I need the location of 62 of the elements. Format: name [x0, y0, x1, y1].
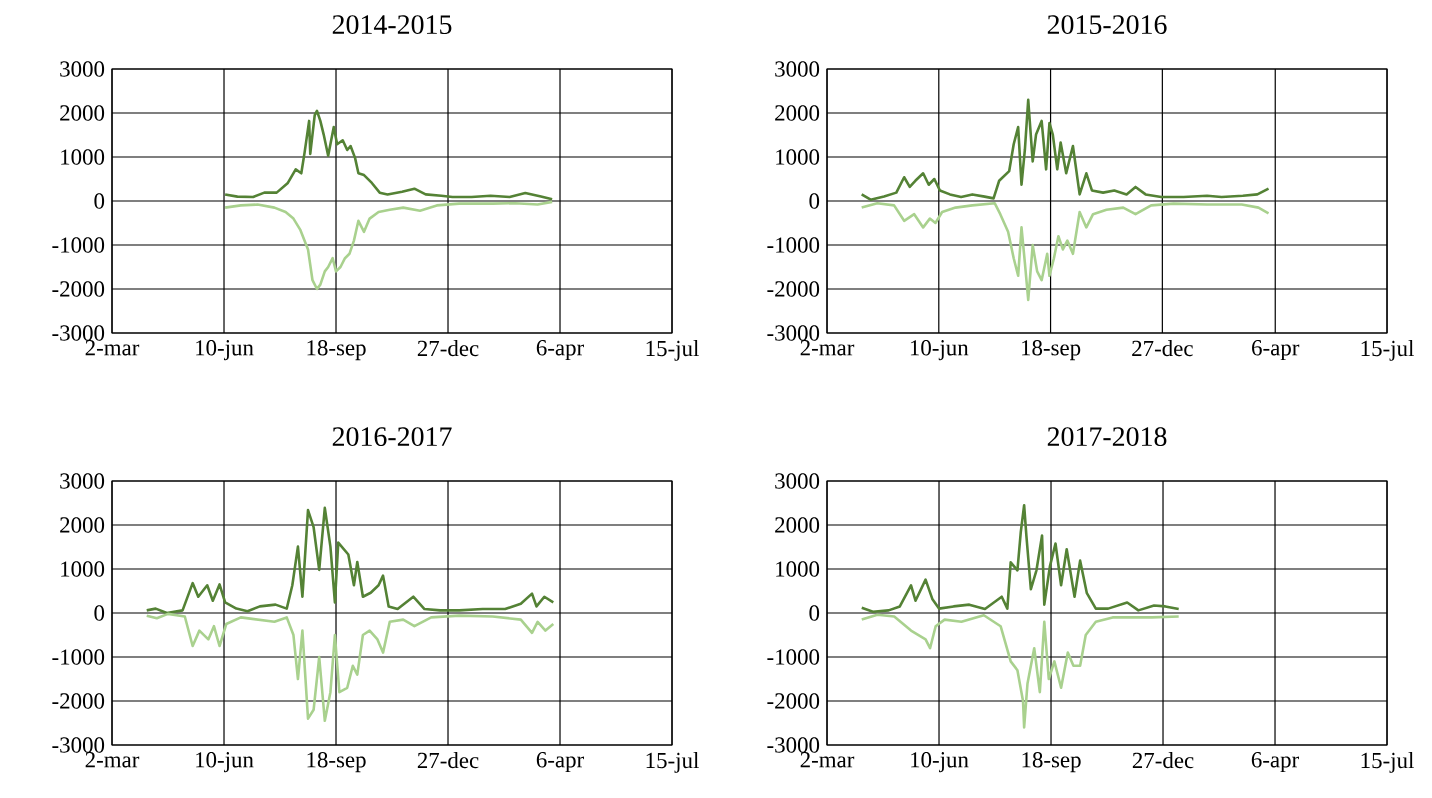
y-tick-label: -1000 [767, 649, 820, 665]
y-tick-label: 0 [809, 193, 820, 209]
x-tick-label: 18-sep [307, 752, 366, 773]
y-tick-label: 3000 [60, 473, 105, 489]
y-tick-label: 0 [809, 605, 820, 621]
y-tick-label: 1000 [61, 561, 105, 577]
x-tick-label: 2-mar [800, 752, 855, 768]
y-tick-label: -3000 [52, 737, 105, 753]
x-tick-label: 2-mar [800, 340, 855, 356]
y-tick-label: 2000 [60, 105, 105, 121]
x-tick-label: 2-mar [85, 752, 140, 768]
y-tick-label: 1000 [61, 149, 105, 165]
x-tick-label: 10-jun [910, 340, 969, 361]
y-tick-label: 3000 [775, 473, 820, 489]
y-tick-label: 3000 [60, 61, 105, 77]
chart-title: 2014-2015 [332, 15, 452, 35]
y-tick-label: 2000 [775, 517, 820, 533]
x-tick-label: 27-dec [1132, 340, 1193, 357]
y-tick-label: 3000 [775, 61, 820, 77]
y-tick-label: -3000 [767, 737, 820, 753]
chart-title: 2017-2018 [1047, 427, 1167, 447]
y-tick-label: -2000 [52, 693, 105, 709]
x-tick-label: 27-dec [1132, 752, 1194, 769]
line-series [860, 201, 1270, 302]
line-series [145, 506, 555, 615]
line-series [860, 503, 1180, 613]
x-tick-label: 10-jun [196, 752, 254, 773]
y-tick-label: -2000 [767, 693, 820, 709]
line-series [223, 109, 554, 201]
x-tick-label: 2-mar [85, 340, 140, 356]
y-tick-label: 1000 [776, 149, 820, 165]
line-series [860, 98, 1270, 201]
x-tick-label: 15-jul [646, 752, 699, 773]
y-tick-label: -2000 [52, 281, 105, 297]
y-tick-label: -3000 [52, 325, 105, 341]
y-tick-label: 1000 [776, 561, 820, 577]
x-tick-label: 18-sep [1022, 340, 1081, 361]
y-tick-label: -1000 [52, 649, 105, 665]
x-tick-label: 27-dec [417, 340, 479, 357]
x-tick-label: 18-sep [1022, 752, 1081, 773]
chart-title: 2016-2017 [332, 427, 452, 447]
y-tick-label: 0 [94, 193, 105, 209]
y-tick-label: 2000 [775, 105, 820, 121]
y-tick-label: -2000 [767, 281, 820, 297]
x-tick-label: 15-jul [646, 340, 699, 361]
x-tick-label: 10-jun [911, 752, 969, 773]
x-tick-label: 6-apr [1251, 752, 1299, 773]
x-tick-label: 18-sep [307, 340, 366, 361]
chart-title: 2015-2016 [1047, 15, 1167, 35]
x-tick-label: 6-apr [536, 752, 584, 773]
y-tick-label: 0 [94, 605, 105, 621]
x-tick-label: 6-apr [1252, 340, 1300, 361]
y-tick-label: -3000 [767, 325, 820, 341]
y-tick-label: -1000 [52, 237, 105, 253]
x-tick-label: 10-jun [196, 340, 254, 361]
line-series [223, 200, 554, 291]
y-tick-label: 2000 [60, 517, 105, 533]
x-tick-label: 15-jul [1361, 752, 1414, 773]
x-tick-label: 15-jul [1361, 340, 1414, 361]
y-tick-label: -1000 [767, 237, 820, 253]
x-tick-label: 6-apr [536, 340, 584, 361]
x-tick-label: 27-dec [417, 752, 479, 769]
